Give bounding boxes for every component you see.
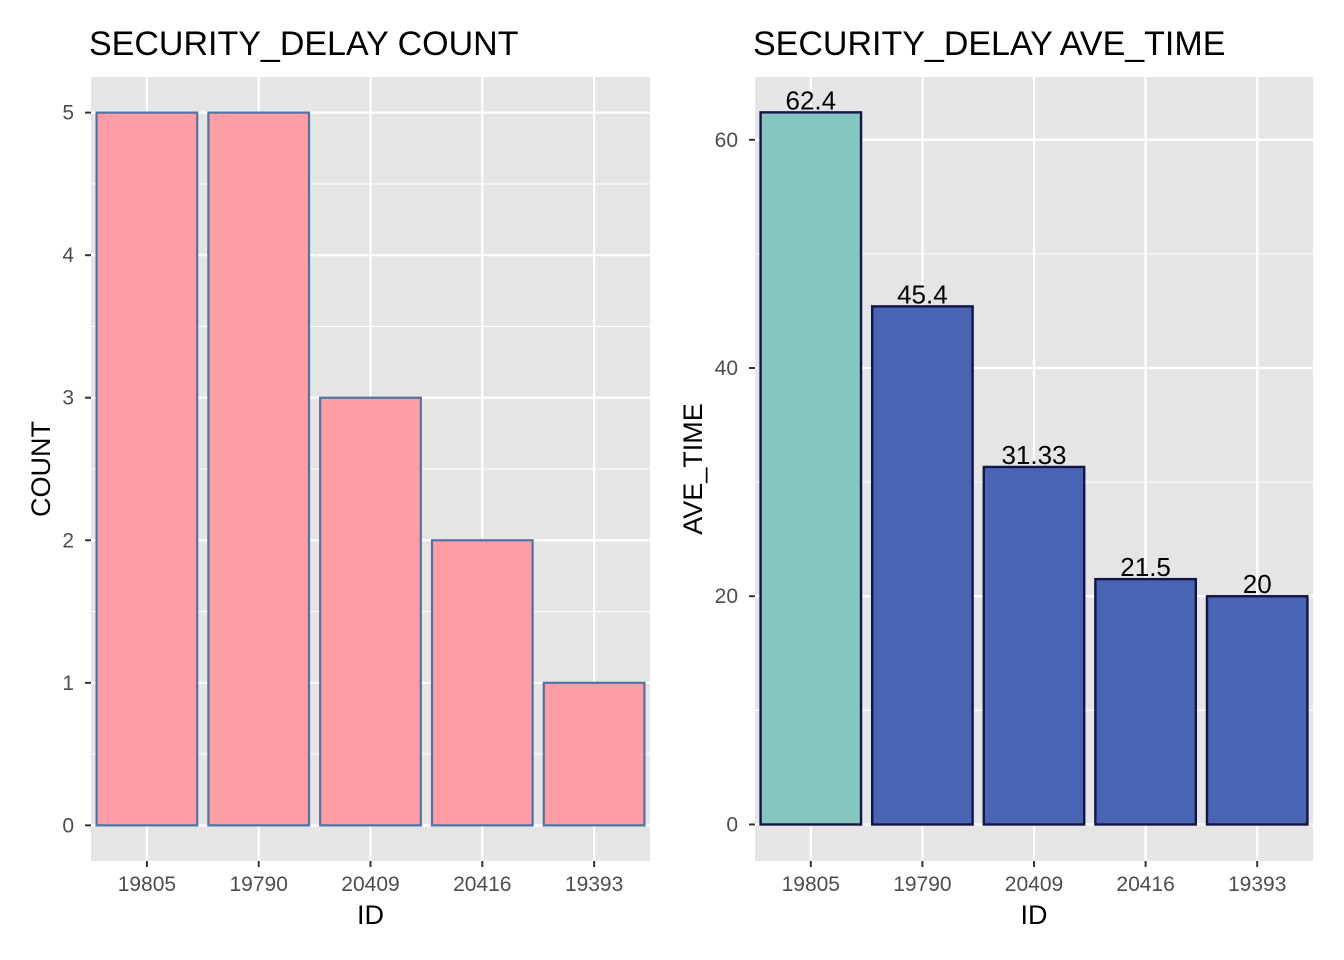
x-tick-label: 19805 [118, 873, 176, 896]
x-tick-label: 19805 [782, 873, 840, 896]
y-tick-label: 40 [715, 357, 738, 380]
bar-20416 [1094, 577, 1198, 826]
bar-20409 [982, 465, 1086, 826]
x-tick-label: 20409 [1005, 873, 1063, 896]
x-tick-label: 19393 [565, 873, 623, 896]
x-tick-label: 19790 [893, 873, 951, 896]
chart-title: SECURITY_DELAY AVE_TIME [753, 25, 1225, 63]
bar-19790 [870, 305, 974, 826]
bar-20416 [430, 539, 534, 827]
chart-security-delay-ave-time: 62.4 45.4 31.33 21.5 20 0 20 40 60 19805 19790 2040… [678, 25, 1313, 930]
data-label-19805: 62.4 [785, 85, 836, 115]
x-tick-label: 19393 [1228, 873, 1286, 896]
bar-19790 [207, 111, 311, 827]
x-tick-label: 20416 [1116, 873, 1174, 896]
x-tick-label: 20409 [341, 873, 399, 896]
bar-19393 [1205, 595, 1309, 826]
data-label-20416: 21.5 [1120, 552, 1171, 582]
y-axis-label: AVE_TIME [678, 403, 708, 535]
y-tick-label: 0 [62, 814, 74, 837]
bar-19805 [95, 111, 199, 827]
y-tick-label: 60 [715, 129, 738, 152]
bar-19805 [759, 111, 863, 826]
x-tick-label: 20416 [453, 873, 511, 896]
data-label-19790: 45.4 [897, 279, 948, 309]
bar-19393 [542, 681, 646, 827]
chart-security-delay-count: 0 1 2 3 4 5 19805 19790 20409 20416 19393 SECURITY_… [26, 25, 650, 930]
x-tick-label: 19790 [229, 873, 287, 896]
y-tick-label: 0 [726, 813, 738, 836]
x-axis-label: ID [357, 900, 384, 930]
y-tick-label: 1 [62, 672, 74, 695]
y-tick-label: 4 [62, 244, 74, 267]
y-tick-label: 5 [62, 102, 74, 125]
data-label-19393: 20 [1243, 569, 1272, 599]
data-label-20409: 31.33 [1001, 440, 1066, 470]
y-tick-label: 3 [62, 387, 74, 410]
chart-title: SECURITY_DELAY COUNT [89, 25, 519, 63]
y-tick-label: 20 [715, 585, 738, 608]
y-tick-label: 2 [62, 529, 74, 552]
x-axis-label: ID [1021, 900, 1048, 930]
bar-20409 [319, 396, 422, 827]
y-axis-label: COUNT [26, 421, 56, 517]
